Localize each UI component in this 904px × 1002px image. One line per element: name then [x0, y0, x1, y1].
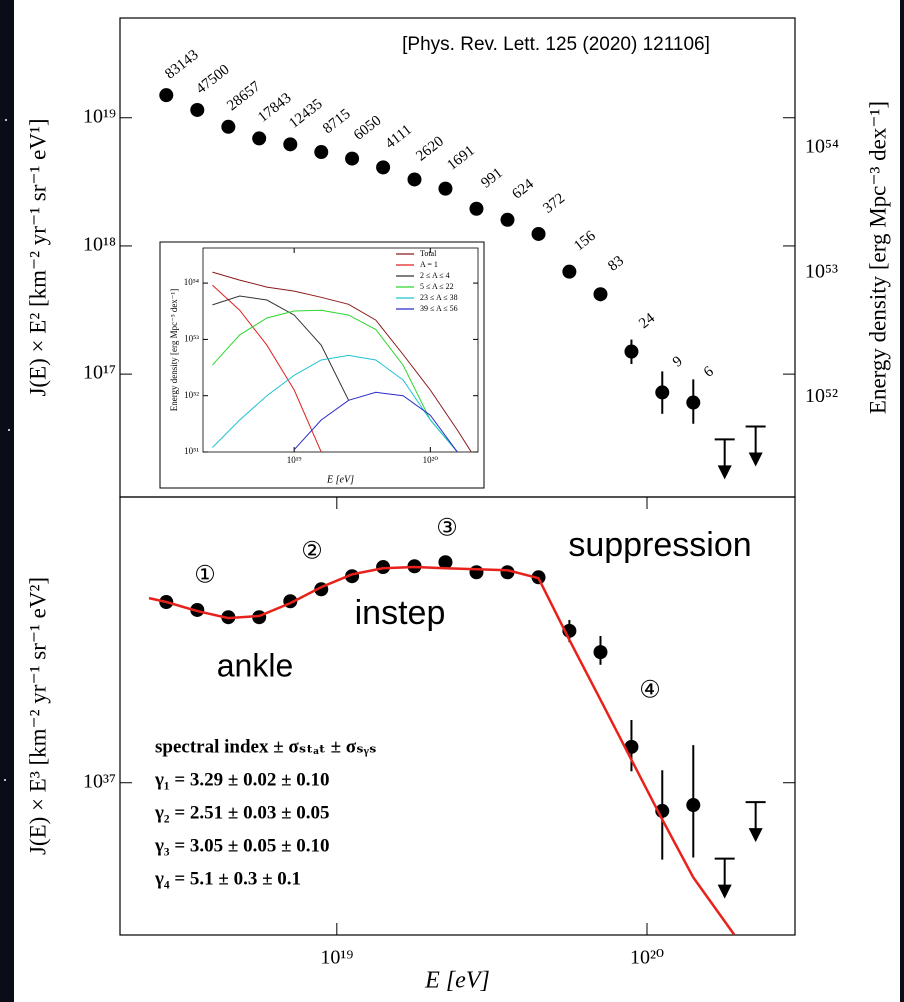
star — [8, 429, 10, 431]
upper-limit-arrow — [748, 452, 763, 467]
data-point — [190, 102, 205, 117]
data-point — [314, 145, 329, 160]
series-line — [212, 354, 458, 452]
y-axis-label: Energy density [erg Mpc⁻³ dex⁻¹] — [169, 289, 179, 412]
upper-limit-arrow — [717, 465, 732, 480]
upper-limit — [745, 425, 766, 467]
annotation: ankle — [217, 647, 294, 683]
upper-limit-arrow — [717, 884, 732, 899]
spectral-index: spectral index ± σₛₜₐₜ ± σₛᵧₛ — [155, 736, 376, 757]
data-point — [686, 798, 701, 813]
y-tick-label: 10⁵³ — [184, 333, 199, 343]
data-point — [593, 645, 608, 660]
upper-limit-arrow — [748, 828, 763, 843]
spectral-index: γ₃ = 3.05 ± 0.05 ± 0.10 — [154, 835, 330, 856]
annotation: suppression — [568, 526, 751, 564]
spectral-index: γ₄ = 5.1 ± 0.3 ± 0.1 — [154, 868, 301, 889]
y2-tick-label: 10⁵² — [805, 385, 838, 407]
data-point — [686, 395, 701, 410]
series-line — [148, 565, 736, 936]
data-point — [221, 119, 236, 134]
data-point — [593, 287, 608, 302]
star — [5, 119, 7, 121]
data-point — [500, 565, 515, 580]
data-point — [438, 181, 453, 196]
x-axis-label: E [eV] — [424, 968, 490, 994]
data-point — [531, 226, 546, 241]
data-point — [500, 212, 515, 227]
legend-label: 23 ≤ A ≤ 38 — [420, 293, 458, 302]
series-line — [212, 284, 322, 452]
y2-axis-label: Energy density [erg Mpc⁻³ dex⁻¹] — [865, 101, 890, 414]
x-axis-label: E [eV] — [326, 474, 354, 485]
data-point — [159, 88, 174, 103]
region-marker: ① — [194, 563, 216, 589]
y-axis-label: J(E) × E³ [km⁻² yr⁻¹ sr⁻¹ eV²] — [25, 577, 50, 855]
data-point — [469, 201, 484, 216]
legend-label: 2 ≤ A ≤ 4 — [420, 271, 450, 280]
legend-label: 39 ≤ A ≤ 56 — [420, 304, 458, 313]
y-tick-label: 10¹⁸ — [83, 234, 116, 256]
legend-label: A = 1 — [420, 260, 438, 269]
series-line — [212, 271, 472, 452]
spectral-index: γ₂ = 2.51 ± 0.03 ± 0.05 — [154, 802, 330, 823]
x-tick-label: 10²⁰ — [423, 455, 439, 465]
region-marker: ④ — [639, 678, 661, 704]
x-tick-label: 10²⁰ — [630, 947, 664, 969]
y-tick-label: 10¹⁹ — [83, 105, 116, 127]
data-point — [469, 565, 484, 580]
legend-label: 5 ≤ A ≤ 22 — [420, 282, 454, 291]
data-point — [655, 385, 670, 400]
spectral-index: γ₁ = 3.29 ± 0.02 ± 0.10 — [154, 769, 330, 790]
y2-tick-label: 10⁵⁴ — [805, 136, 839, 158]
y-tick-label: 10³⁷ — [83, 770, 116, 792]
data-point — [345, 151, 360, 166]
y-tick-label: 10¹⁷ — [83, 362, 116, 384]
upper-limit — [714, 438, 735, 480]
region-marker: ② — [301, 539, 323, 565]
series-line — [212, 295, 350, 401]
y-tick-label: 10⁵² — [184, 390, 199, 400]
star — [4, 779, 6, 781]
data-point — [376, 160, 391, 175]
data-point — [283, 137, 298, 152]
upper-limit — [714, 857, 735, 899]
plot-frame — [119, 496, 796, 936]
x-tick-label: 10¹⁹ — [287, 455, 302, 465]
plot-frame — [202, 247, 479, 453]
data-point — [438, 555, 453, 570]
series-line — [293, 391, 458, 452]
data-point — [624, 344, 639, 359]
data-point — [252, 131, 267, 146]
annotation: instep — [355, 594, 446, 632]
legend-label: Total — [420, 249, 437, 258]
y-tick-label: 10⁵⁴ — [184, 277, 199, 287]
data-point — [407, 172, 422, 187]
y-tick-label: 10⁵¹ — [184, 446, 199, 456]
upper-limit — [745, 801, 766, 843]
y2-tick-label: 10⁵³ — [805, 260, 838, 282]
data-point — [562, 264, 577, 279]
y-axis-label: J(E) × E² [km⁻² yr⁻¹ sr⁻¹ eV¹] — [25, 118, 50, 396]
citation: [Phys. Rev. Lett. 125 (2020) 121106] — [402, 34, 710, 55]
x-tick-label: 10¹⁹ — [320, 947, 353, 969]
series-line — [212, 309, 458, 452]
region-marker: ③ — [436, 516, 458, 542]
